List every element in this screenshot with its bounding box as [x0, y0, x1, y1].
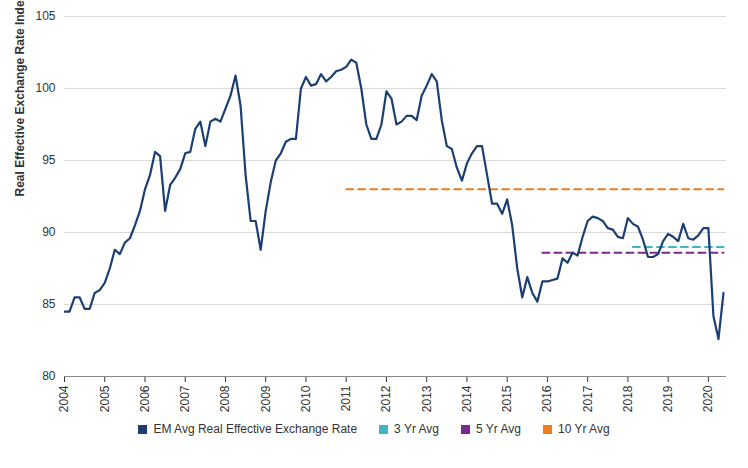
svg-text:95: 95 — [42, 153, 56, 167]
svg-text:2018: 2018 — [621, 385, 635, 412]
svg-text:105: 105 — [35, 9, 55, 23]
svg-text:2020: 2020 — [701, 385, 715, 412]
svg-text:2013: 2013 — [420, 385, 434, 412]
svg-text:2012: 2012 — [379, 385, 393, 412]
svg-text:Real Effective Exchange Rate I: Real Effective Exchange Rate Index — [13, 0, 27, 197]
svg-text:2009: 2009 — [259, 385, 273, 412]
html-text:5 Yr Avg: 5 Yr Avg — [476, 422, 521, 436]
svg-text:2016: 2016 — [540, 385, 554, 412]
svg-text:2004: 2004 — [57, 385, 71, 412]
svg-text:85: 85 — [42, 297, 56, 311]
svg-text:100: 100 — [35, 81, 55, 95]
html-text:10 Yr Avg: 10 Yr Avg — [558, 422, 610, 436]
svg-text:2019: 2019 — [661, 385, 675, 412]
svg-text:2014: 2014 — [460, 385, 474, 412]
svg-text:2017: 2017 — [581, 385, 595, 412]
svg-text:2007: 2007 — [178, 385, 192, 412]
svg-text:2008: 2008 — [218, 385, 232, 412]
svg-text:2006: 2006 — [138, 385, 152, 412]
html-text:EM Avg Real Effective Exchange: EM Avg Real Effective Exchange Rate — [153, 422, 358, 436]
svg-text:2015: 2015 — [500, 385, 514, 412]
svg-text:2010: 2010 — [299, 385, 313, 412]
html-text:3 Yr Avg: 3 Yr Avg — [394, 422, 439, 436]
svg-text:90: 90 — [42, 225, 56, 239]
svg-text:80: 80 — [42, 369, 56, 383]
svg-text:2011: 2011 — [339, 385, 353, 411]
svg-text:2005: 2005 — [98, 385, 112, 412]
